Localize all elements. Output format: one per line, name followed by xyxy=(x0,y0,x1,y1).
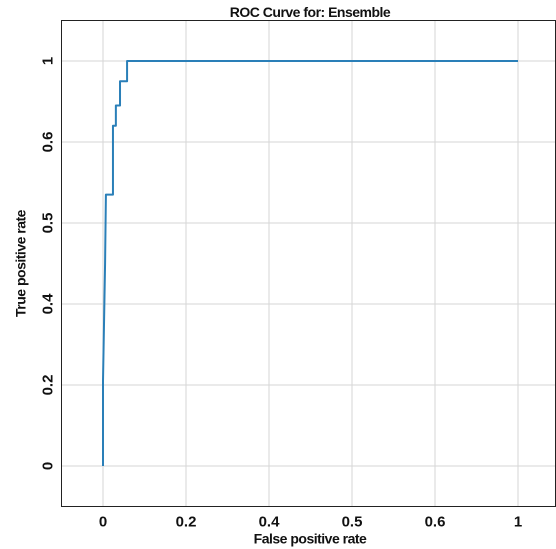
x-axis-label: False positive rate xyxy=(254,531,367,547)
x-tick-label: 1 xyxy=(514,513,522,530)
chart-title: ROC Curve for: Ensemble xyxy=(230,4,391,20)
y-tick-label: 0.2 xyxy=(39,375,56,396)
grid xyxy=(61,20,556,507)
x-tick-label: 0 xyxy=(99,513,107,530)
x-tick-label: 0.4 xyxy=(259,513,281,530)
x-tick-label: 0.6 xyxy=(425,513,446,530)
y-tick-label: 0 xyxy=(39,462,56,470)
y-tick-label: 1 xyxy=(39,57,56,65)
y-tick-label: 0.6 xyxy=(39,132,56,153)
y-tick-label: 0.4 xyxy=(39,293,56,315)
y-tick-label: 0.5 xyxy=(39,213,56,234)
y-axis-label: True positive rate xyxy=(13,209,29,317)
x-tick-label: 0.2 xyxy=(176,513,197,530)
plot-frame xyxy=(61,20,556,507)
x-tick-label: 0.5 xyxy=(342,513,363,530)
roc-curve xyxy=(102,60,518,466)
